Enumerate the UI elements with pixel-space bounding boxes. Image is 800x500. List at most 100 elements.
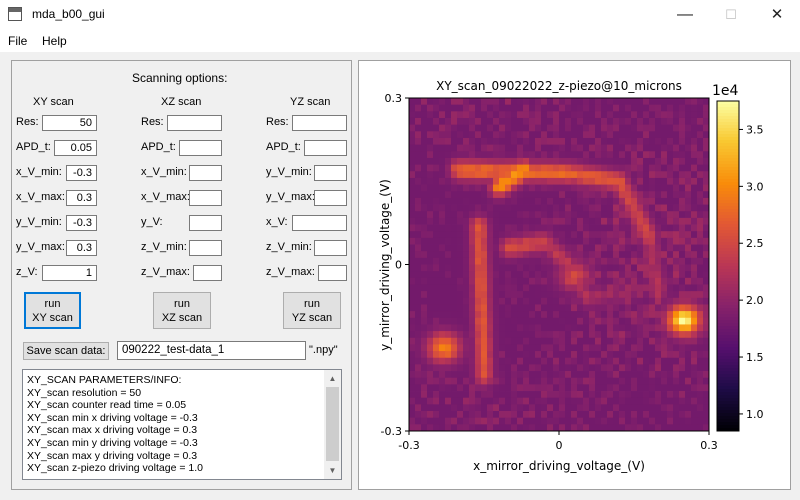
heatmap-cell [499,204,506,212]
yz-ymin-input[interactable] [314,165,347,181]
heatmap-cell [613,271,620,279]
y-axis-label: y_mirror_driving_voltage_(V) [378,179,392,351]
xz-res-input[interactable] [167,115,222,131]
heatmap-cell [649,364,656,372]
xy-ymin-input[interactable]: -0.3 [66,215,97,231]
heatmap-cell [583,257,590,265]
heatmap-cell [529,157,536,165]
heatmap-cell [451,191,458,199]
scroll-up-icon[interactable]: ▲ [328,374,337,383]
xz-zmax-input[interactable] [193,265,222,281]
scan-info-textarea[interactable]: XY_SCAN PARAMETERS/INFO: XY_scan resolut… [22,369,342,480]
heatmap-cell [673,264,680,272]
heatmap-cell [679,357,686,365]
heatmap-cell [469,124,476,132]
heatmap-cell [451,117,458,126]
yz-x-input[interactable] [292,215,347,231]
heatmap-cell [673,344,680,352]
heatmap-cell [559,291,566,299]
heatmap-cell [679,317,686,325]
heatmap-cell [427,144,434,152]
heatmap-cell [481,224,488,232]
xy-apd-input[interactable]: 0.05 [54,140,97,156]
heatmap-cell [589,271,596,279]
scroll-thumb[interactable] [326,387,339,461]
heatmap-cell [433,291,440,299]
colorbar-segment [717,230,739,234]
heatmap-cell [439,384,446,392]
xy-xmax-input[interactable]: 0.3 [66,190,97,206]
heatmap-cell [667,304,674,312]
menu-file[interactable]: File [8,34,28,48]
scroll-down-icon[interactable]: ▼ [328,466,337,475]
scan-info-scrollbar[interactable]: ▲ ▼ [324,370,341,479]
heatmap-cell [685,417,692,425]
heatmap-cell [517,291,524,299]
heatmap-cell [667,257,674,265]
heatmap-cell [457,351,464,359]
heatmap-cell [553,304,560,312]
heatmap-cell [655,404,662,412]
heatmap-cell [631,411,638,419]
colorbar-segment [717,236,739,240]
xy-z-input[interactable]: 1 [42,265,97,281]
heatmap-cell [445,211,452,219]
colorbar-segment [717,158,739,162]
heatmap-cell [697,184,704,192]
run-xz-scan-button[interactable]: run XZ scan [153,292,211,329]
save-scan-data-button[interactable]: Save scan data: [23,342,109,360]
heatmap-cell [535,344,542,352]
heatmap-cell [595,264,602,272]
heatmap-cell [499,191,506,199]
heatmap-cell [517,117,524,126]
xz-xmin-input[interactable] [189,165,222,181]
run-xy-scan-button[interactable]: run XY scan [24,292,81,329]
maximize-button[interactable]: ☐ [725,7,737,22]
heatmap-cell [571,297,578,305]
xz-apd-input[interactable] [179,140,222,156]
run-yz-scan-button[interactable]: run YZ scan [283,292,341,329]
yz-zmin-input[interactable] [314,240,347,256]
heatmap-cell [439,211,446,219]
heatmap-cell [487,391,494,399]
heatmap-cell [559,251,566,259]
xy-res-input[interactable]: 50 [42,115,97,131]
heatmap-cell [475,224,482,232]
minimize-button[interactable]: — [677,6,693,23]
close-button[interactable]: ✕ [770,6,784,23]
yz-zmax-input[interactable] [318,265,347,281]
heatmap-cell [553,364,560,372]
menu-help[interactable]: Help [42,34,67,48]
heatmap-cell [661,397,668,405]
xy-xmin-input[interactable]: -0.3 [66,165,97,181]
heatmap-cell [559,411,566,419]
heatmap-cell [577,277,584,285]
heatmap-cell [565,397,572,405]
xz-xmax-input[interactable] [189,190,222,206]
heatmap-cell [415,337,422,345]
heatmap-cell [433,364,440,372]
heatmap-cell [661,171,668,179]
heatmap-cell [697,164,704,172]
yz-ymax-input[interactable] [314,190,347,206]
heatmap-cell [643,257,650,265]
heatmap-cell [487,277,494,285]
xz-zmin-input[interactable] [189,240,222,256]
heatmap-cell [625,217,632,225]
heatmap-cell [535,317,542,325]
heatmap-cell [469,264,476,272]
heatmap-cell [493,257,500,265]
heatmap-cell [481,197,488,205]
yz-apd-input[interactable] [304,140,347,156]
heatmap-cell [535,331,542,339]
heatmap-cell [469,377,476,385]
xy-ymax-input[interactable]: 0.3 [66,240,97,256]
heatmap-cell [667,271,674,279]
heatmap-cell [553,264,560,272]
heatmap-cell [577,311,584,319]
heatmap-cell [649,384,656,392]
yz-res-input[interactable] [292,115,347,131]
heatmap-cell [517,351,524,359]
xz-y-input[interactable] [189,215,222,231]
filename-input[interactable]: 090222_test-data_1 [117,341,306,360]
